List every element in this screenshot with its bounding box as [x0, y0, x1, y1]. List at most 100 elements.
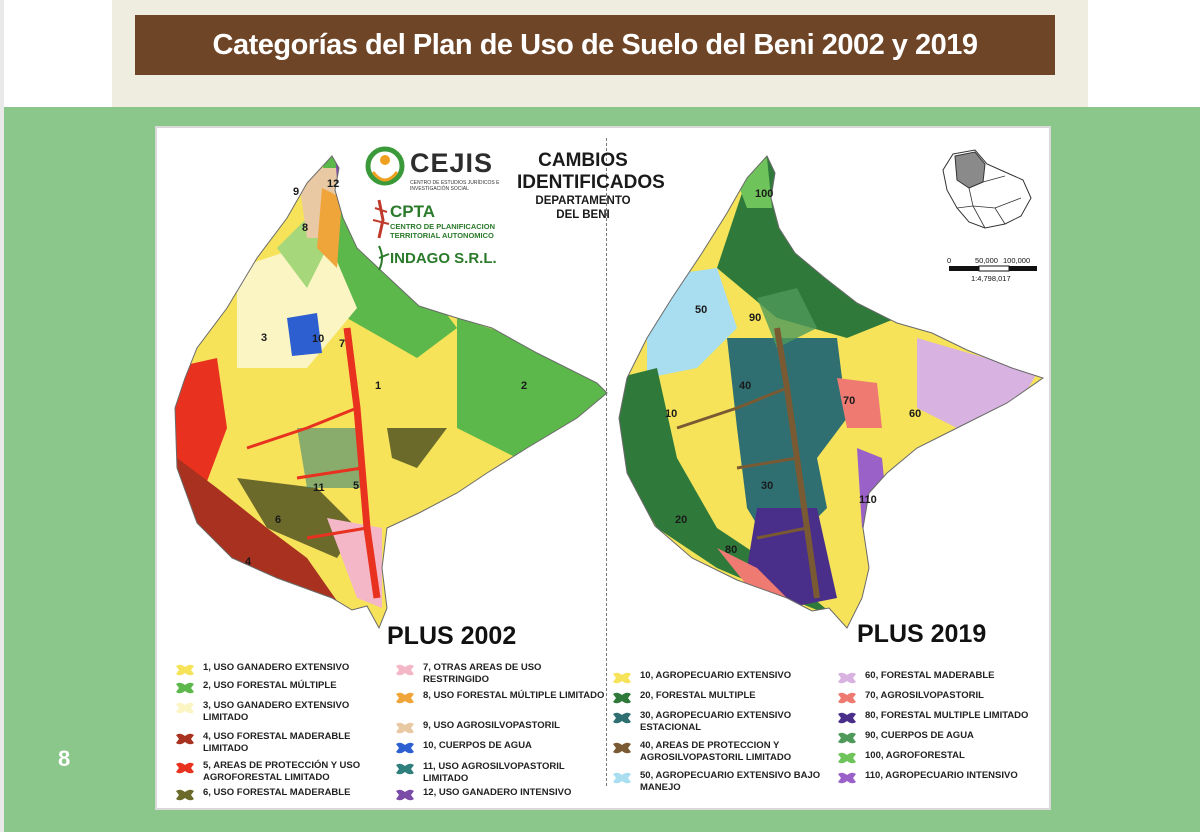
legend-label: 5, AREAS DE PROTECCIÓN Y USO AGROFORESTA…: [203, 760, 361, 783]
region-label-2019: 10: [665, 408, 678, 420]
legend-label: 11, USO AGROSILVOPASTORIL LIMITADO: [423, 761, 565, 784]
legend-swatch: [176, 702, 194, 714]
region-label-2019: 70: [843, 395, 856, 407]
legend-label: 6, USO FORESTAL MADERABLE: [203, 787, 351, 798]
region-label-2002: 8: [302, 222, 309, 234]
heading-line-4: DEL BENI: [556, 209, 610, 221]
map-figure: CEJIS CENTRO DE ESTUDIOS JURÍDICOS E INV…: [155, 126, 1051, 810]
legend-swatch: [613, 672, 631, 684]
legend-swatch: [176, 682, 194, 694]
legend-item: 11, USO AGROSILVOPASTORIL LIMITADO: [395, 761, 608, 785]
legend-label: 110, AGROPECUARIO INTENSIVO: [865, 770, 1018, 781]
legend-swatch: [838, 772, 856, 784]
legend-label: 100, AGROFORESTAL: [865, 750, 965, 761]
legend-swatch: [176, 664, 194, 676]
legend-swatch: [838, 692, 856, 704]
scale-unit: m: [1029, 263, 1036, 272]
region-label-2019: 90: [749, 312, 762, 324]
legend-label: 10, CUERPOS DE AGUA: [423, 740, 532, 751]
cejis-subtitle: CENTRO DE ESTUDIOS JURÍDICOS E INVESTIGA…: [410, 180, 500, 192]
legend-item: 4, USO FORESTAL MADERABLE LIMITADO: [175, 731, 388, 755]
legend-label: 50, AGROPECUARIO EXTENSIVO BAJO MANEJO: [640, 770, 821, 793]
region-label-2019: 20: [675, 514, 688, 526]
legend-label: 2, USO FORESTAL MÚLTIPLE: [203, 680, 337, 691]
page-number: 8: [58, 746, 71, 771]
region-label-2019: 30: [761, 480, 774, 492]
scale-bar: [949, 265, 1037, 272]
legend-label: 40, AREAS DE PROTECCION Y AGROSILVOPASTO…: [640, 740, 792, 763]
legend-label: 60, FORESTAL MADERABLE: [865, 670, 995, 681]
region-label-2002: 9: [293, 186, 300, 198]
region-label-2002: 1: [375, 380, 382, 392]
maps-svg: [174, 146, 1045, 630]
scale-label-0: 0: [947, 256, 952, 265]
bolivia-locator-map: [942, 149, 1032, 229]
legend-item: 20, FORESTAL MULTIPLE: [612, 690, 840, 706]
page-title: Categorías del Plan de Uso de Suelo del …: [135, 15, 1055, 75]
legend-label: 8, USO FORESTAL MÚLTIPLE LIMITADO: [423, 690, 605, 701]
legend-label: 20, FORESTAL MULTIPLE: [640, 690, 756, 701]
map-2019-label: PLUS 2019: [857, 620, 987, 648]
cejis-logo-text: CEJIS: [410, 148, 494, 178]
scale-label-50000: 50,000: [975, 256, 998, 265]
region-label-2019: 80: [725, 544, 738, 556]
scale-label-100000: 100,000: [1003, 256, 1031, 265]
heading-line-2: IDENTIFICADOS: [517, 172, 665, 193]
legend-swatch: [613, 712, 631, 724]
cpta-logo-icon: [372, 199, 390, 239]
region-label-2002: 10: [312, 333, 325, 345]
legend-item: 12, USO GANADERO INTENSIVO: [395, 787, 608, 803]
legend-item: 70, AGROSILVOPASTORIL: [837, 690, 1049, 706]
legend-item: 110, AGROPECUARIO INTENSIVO: [837, 770, 1049, 786]
legend-swatch: [176, 762, 194, 774]
legend-item: 9, USO AGROSILVOPASTORIL: [395, 720, 608, 736]
legend-swatch: [176, 789, 194, 801]
indago-logo-icon: [378, 245, 390, 271]
legend-label: 9, USO AGROSILVOPASTORIL: [423, 720, 560, 731]
legend-item: 50, AGROPECUARIO EXTENSIVO BAJO MANEJO: [612, 770, 840, 794]
region-label-2019: 60: [909, 408, 922, 420]
legend-swatch: [838, 732, 856, 744]
region-label-2019: 40: [739, 380, 752, 392]
legend-swatch: [396, 692, 414, 704]
legend-label: 12, USO GANADERO INTENSIVO: [423, 787, 572, 798]
legend-swatch: [613, 772, 631, 784]
region-label-2002: 12: [327, 178, 340, 190]
indago-logo-text: INDAGO S.R.L.: [390, 250, 497, 267]
legend-item: 60, FORESTAL MADERABLE: [837, 670, 1049, 686]
logos: CEJIS CENTRO DE ESTUDIOS JURÍDICOS E INV…: [362, 142, 512, 272]
legend-label: 80, FORESTAL MULTIPLE LIMITADO: [865, 710, 1029, 721]
legend-item: 1, USO GANADERO EXTENSIVO: [175, 662, 388, 678]
legend-swatch: [396, 722, 414, 734]
region-label-2002: 3: [261, 332, 268, 344]
legend-label: 30, AGROPECUARIO EXTENSIVO ESTACIONAL: [640, 710, 792, 733]
legend-swatch: [838, 712, 856, 724]
legend-swatch: [838, 672, 856, 684]
legend-item: 90, CUERPOS DE AGUA: [837, 730, 1049, 746]
map-heading: CAMBIOS IDENTIFICADOS DEPARTAMENTO DEL B…: [517, 150, 665, 222]
legend-item: 5, AREAS DE PROTECCIÓN Y USO AGROFORESTA…: [175, 760, 388, 784]
legend-item: 30, AGROPECUARIO EXTENSIVO ESTACIONAL: [612, 710, 840, 734]
legend-swatch: [396, 763, 414, 775]
legend-label: 4, USO FORESTAL MADERABLE LIMITADO: [203, 731, 351, 754]
region-label-2002: 7: [339, 338, 346, 350]
legend-label: 70, AGROSILVOPASTORIL: [865, 690, 984, 701]
region-label-2002: 2: [521, 380, 528, 392]
legend-item: 10, CUERPOS DE AGUA: [395, 740, 608, 756]
legend-item: 3, USO GANADERO EXTENSIVO LIMITADO: [175, 700, 388, 724]
heading-line-1: CAMBIOS: [538, 150, 628, 171]
cpta-subtitle: CENTRO DE PLANIFICACION TERRITORIAL AUTO…: [390, 222, 495, 240]
legend-item: 6, USO FORESTAL MADERABLE: [175, 787, 388, 803]
legend-swatch: [613, 692, 631, 704]
scale-ratio: 1:4,798,017: [971, 274, 1011, 283]
legend-label: 1, USO GANADERO EXTENSIVO: [203, 662, 350, 673]
legend-swatch: [613, 742, 631, 754]
legend-label: 3, USO GANADERO EXTENSIVO LIMITADO: [203, 700, 350, 723]
map-2002-label: PLUS 2002: [387, 622, 517, 650]
legend-swatch: [838, 752, 856, 764]
region-label-2002: 6: [275, 514, 282, 526]
legend-item: 7, OTRAS AREAS DE USO RESTRINGIDO: [395, 662, 608, 686]
legend-item: 2, USO FORESTAL MÚLTIPLE: [175, 680, 388, 696]
legend-item: 8, USO FORESTAL MÚLTIPLE LIMITADO: [395, 690, 608, 706]
heading-line-3: DEPARTAMENTO: [535, 195, 631, 207]
